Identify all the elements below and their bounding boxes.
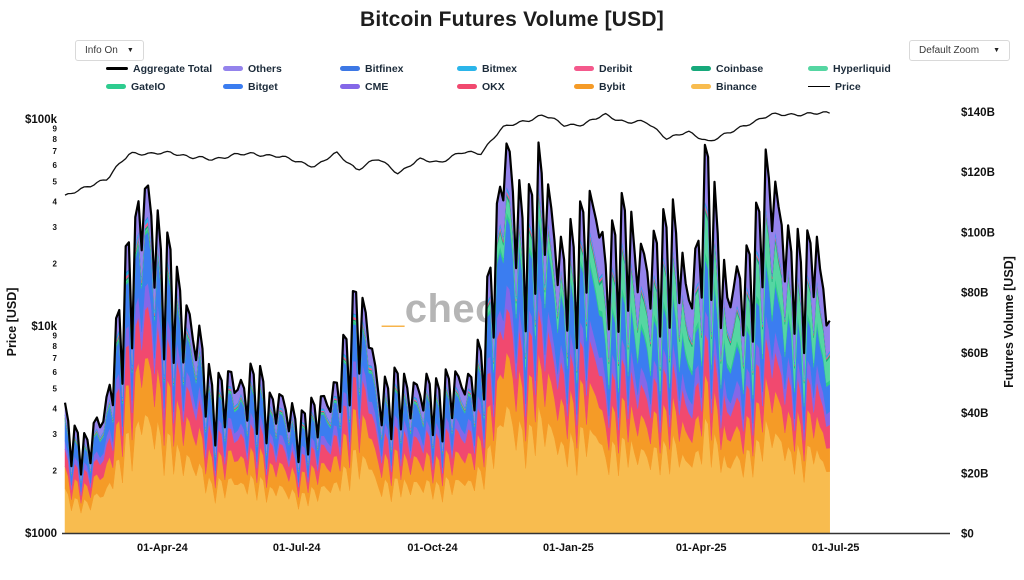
page-title: Bitcoin Futures Volume [USD] xyxy=(360,8,664,31)
price-axis-minor-tick-label: 5 xyxy=(53,177,58,186)
volume-axis-tick-label: $40B xyxy=(961,408,989,420)
volume-axis-tick-label: $60B xyxy=(961,348,989,360)
aggregate-total-line xyxy=(63,141,831,476)
price-axis-minor-tick-label: 7 xyxy=(53,354,58,363)
legend-label-coinbase: Coinbase xyxy=(716,62,764,75)
legend-swatch-hyperliquid xyxy=(808,66,828,71)
legend-swatch-binance xyxy=(691,84,711,89)
legend-item-okx[interactable]: OKX xyxy=(457,79,574,94)
legend-label-cme: CME xyxy=(365,80,389,93)
date-axis-tick-label: 01-Jan-25 xyxy=(543,542,594,554)
legend-label-aggregate-total: Aggregate Total xyxy=(133,62,213,75)
legend-label-hyperliquid: Hyperliquid xyxy=(833,62,891,75)
price-axis-minor-tick-label: 5 xyxy=(53,384,58,393)
price-axis-minor-tick-label: 6 xyxy=(53,368,58,377)
legend-swatch-coinbase xyxy=(691,66,711,71)
date-axis-tick-label: 01-Oct-24 xyxy=(407,542,458,554)
volume-axis-tick-label: $120B xyxy=(961,167,995,179)
legend-label-okx: OKX xyxy=(482,80,505,93)
zoom-dropdown[interactable]: Default Zoom ▼ xyxy=(909,40,1010,61)
date-axis-tick-label: 01-Apr-24 xyxy=(137,542,189,554)
volume-axis-title: Futures Volume [USD] xyxy=(1002,256,1016,388)
legend-swatch-deribit xyxy=(574,66,594,71)
volume-axis-tick-label: $20B xyxy=(961,468,989,480)
price-axis-minor-tick-label: 8 xyxy=(53,135,58,144)
legend-item-bitget[interactable]: Bitget xyxy=(223,79,340,94)
volume-axis-tick-label: $0 xyxy=(961,529,974,541)
date-axis-tick-label: 01-Apr-25 xyxy=(676,542,727,554)
legend-swatch-bitmex xyxy=(457,66,477,71)
legend-item-bitmex[interactable]: Bitmex xyxy=(457,61,574,76)
volume-axis-tick-label: $140B xyxy=(961,107,995,119)
legend-item-aggregate-total[interactable]: Aggregate Total xyxy=(106,61,223,76)
legend-item-price[interactable]: Price xyxy=(808,79,925,94)
legend-label-bitfinex: Bitfinex xyxy=(365,62,404,75)
chevron-down-icon: ▼ xyxy=(993,47,1000,54)
watermark-underscore: _ xyxy=(382,287,405,331)
legend-swatch-okx xyxy=(457,84,477,89)
price-axis-minor-tick-label: 3 xyxy=(53,223,58,232)
volume-axis-tick-label: $80B xyxy=(961,288,989,300)
price-axis-minor-tick-label: 6 xyxy=(53,161,58,170)
legend-label-binance: Binance xyxy=(716,80,757,93)
price-axis-minor-tick-label: 4 xyxy=(53,197,58,206)
price-axis-tick-label: $10k xyxy=(31,321,57,333)
price-axis-minor-tick-label: 9 xyxy=(53,332,58,341)
price-axis-minor-tick-label: 3 xyxy=(53,430,58,439)
price-line xyxy=(64,111,830,196)
legend-swatch-price xyxy=(808,85,830,88)
legend-label-bybit: Bybit xyxy=(599,80,626,93)
legend-swatch-bybit xyxy=(574,84,594,89)
price-axis-minor-tick-label: 2 xyxy=(53,467,58,476)
legend-swatch-bitget xyxy=(223,84,243,89)
legend-swatch-others xyxy=(223,66,243,71)
date-axis-tick-label: 01-Jul-24 xyxy=(273,542,322,554)
legend-label-bitmex: Bitmex xyxy=(482,62,518,75)
legend-item-cme[interactable]: CME xyxy=(340,79,457,94)
legend-swatch-cme xyxy=(340,84,360,89)
legend-item-hyperliquid[interactable]: Hyperliquid xyxy=(808,61,925,76)
legend-swatch-aggregate-total xyxy=(106,67,128,70)
info-dropdown-label: Info On xyxy=(85,45,118,56)
price-axis-minor-tick-label: 2 xyxy=(53,260,58,269)
legend-label-deribit: Deribit xyxy=(599,62,633,75)
legend-item-coinbase[interactable]: Coinbase xyxy=(691,61,808,76)
legend-item-bybit[interactable]: Bybit xyxy=(574,79,691,94)
legend-item-gateio[interactable]: GateIO xyxy=(106,79,223,94)
info-dropdown[interactable]: Info On ▼ xyxy=(75,40,144,61)
price-axis-minor-tick-label: 7 xyxy=(53,147,58,156)
volume-axis-tick-label: $100B xyxy=(961,227,995,239)
legend-label-others: Others xyxy=(248,62,282,75)
legend-label-price: Price xyxy=(835,80,861,93)
legend-label-gateio: GateIO xyxy=(131,80,166,93)
legend-swatch-bitfinex xyxy=(340,66,360,71)
legend-item-bitfinex[interactable]: Bitfinex xyxy=(340,61,457,76)
legend-label-bitget: Bitget xyxy=(248,80,278,93)
zoom-dropdown-label: Default Zoom xyxy=(919,45,980,56)
legend-item-binance[interactable]: Binance xyxy=(691,79,808,94)
price-axis-minor-tick-label: 8 xyxy=(53,342,58,351)
legend: Aggregate Total Others Bitfinex Bitmex Derib… xyxy=(106,61,925,94)
price-axis-minor-tick-label: 9 xyxy=(53,125,58,134)
price-axis-minor-tick-label: 4 xyxy=(53,404,58,413)
price-axis-tick-label: $1000 xyxy=(25,528,57,540)
date-axis-tick-label: 01-Jul-25 xyxy=(812,542,860,554)
price-axis-tick-label: $100k xyxy=(25,114,58,126)
legend-swatch-gateio xyxy=(106,84,126,89)
chevron-down-icon: ▼ xyxy=(126,47,134,54)
legend-item-others[interactable]: Others xyxy=(223,61,340,76)
legend-item-deribit[interactable]: Deribit xyxy=(574,61,691,76)
price-axis-title: Price [USD] xyxy=(5,288,19,357)
